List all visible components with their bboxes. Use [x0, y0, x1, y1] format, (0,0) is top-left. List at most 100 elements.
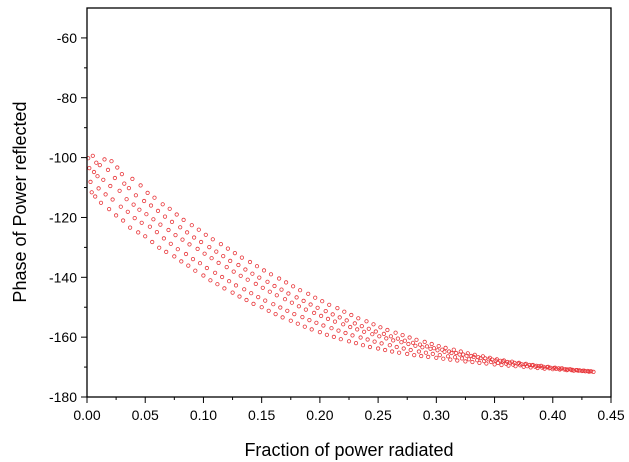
data-point	[449, 350, 454, 356]
data-point	[239, 255, 244, 260]
data-point	[313, 295, 318, 300]
data-point	[201, 273, 206, 278]
data-point	[290, 284, 296, 289]
data-point	[342, 309, 347, 314]
data-point	[233, 283, 239, 288]
data-point	[308, 302, 313, 307]
data-point	[372, 339, 377, 344]
data-point	[358, 335, 363, 340]
x-tick-label: 0.05	[132, 407, 159, 423]
data-point	[121, 218, 126, 223]
data-point	[384, 336, 389, 341]
data-point	[378, 325, 383, 330]
y-axis-ticks: -180 -160 -140 -120 -100 -80 -60	[49, 30, 87, 405]
data-point	[185, 230, 190, 235]
data-point	[413, 343, 418, 348]
data-point	[228, 258, 233, 263]
x-axis-ticks: 0.00 0.05 0.10 0.15 0.20 0.25 0.30 0.35 0.40 0.45	[73, 397, 625, 423]
data-point	[399, 340, 404, 345]
data-point	[306, 291, 311, 296]
data-point	[197, 261, 203, 266]
data-point	[109, 159, 114, 164]
data-point	[346, 339, 352, 344]
data-point	[142, 198, 147, 204]
data-point	[243, 267, 248, 272]
data-point	[442, 349, 447, 354]
data-point	[148, 203, 154, 208]
data-point	[536, 364, 541, 369]
data-point	[466, 357, 471, 362]
data-point	[424, 344, 430, 349]
data-point	[348, 324, 353, 330]
data-point	[282, 297, 288, 302]
data-point	[534, 363, 539, 368]
data-point	[477, 360, 482, 365]
data-point	[180, 237, 185, 242]
data-point	[434, 355, 439, 360]
data-point	[98, 200, 104, 205]
data-point	[453, 350, 459, 356]
data-point	[196, 227, 201, 232]
data-point	[420, 345, 425, 350]
data-point	[412, 352, 417, 358]
data-point	[224, 264, 229, 270]
data-point	[94, 160, 99, 165]
data-point	[143, 234, 148, 239]
data-point	[195, 246, 200, 251]
data-point	[396, 350, 402, 355]
data-point	[89, 190, 94, 195]
data-point	[494, 357, 499, 362]
data-point	[186, 263, 191, 268]
data-point	[204, 265, 209, 271]
data-point	[118, 204, 123, 209]
points-layer	[86, 153, 596, 374]
data-point	[175, 247, 180, 252]
data-point	[349, 312, 354, 318]
data-point	[484, 361, 489, 366]
data-point	[166, 227, 171, 233]
data-point	[388, 334, 393, 339]
data-point	[208, 278, 213, 283]
data-point	[405, 351, 410, 356]
data-point	[286, 291, 291, 296]
data-point	[337, 315, 342, 320]
data-point	[459, 356, 465, 361]
data-point	[96, 186, 101, 191]
data-point	[173, 233, 178, 238]
data-point	[125, 209, 130, 214]
data-point	[132, 216, 137, 221]
data-point	[192, 235, 197, 240]
data-point	[452, 355, 458, 360]
data-point	[137, 207, 142, 212]
data-point	[422, 339, 427, 344]
data-point	[190, 256, 196, 262]
data-point	[265, 279, 270, 284]
data-point	[469, 353, 474, 359]
data-point	[97, 163, 102, 168]
data-point	[272, 283, 277, 289]
data-point	[278, 305, 283, 310]
data-point	[189, 223, 194, 228]
data-point	[237, 294, 242, 299]
data-point	[417, 342, 423, 347]
data-point	[365, 337, 370, 342]
data-point	[350, 333, 355, 338]
data-point	[216, 260, 221, 265]
x-tick-label: 0.35	[481, 407, 508, 423]
data-point	[455, 358, 460, 363]
data-point	[131, 202, 136, 207]
data-point	[375, 346, 381, 351]
data-point	[162, 214, 168, 219]
data-point	[320, 299, 325, 304]
data-point	[589, 369, 594, 374]
data-point	[445, 354, 451, 359]
data-point	[329, 326, 334, 331]
x-tick-label: 0.20	[306, 407, 333, 423]
data-point	[471, 354, 476, 359]
data-point	[518, 363, 523, 368]
data-point	[441, 356, 446, 361]
data-point	[315, 305, 320, 310]
data-point	[261, 268, 267, 273]
data-point	[117, 188, 122, 193]
data-point	[157, 245, 162, 250]
